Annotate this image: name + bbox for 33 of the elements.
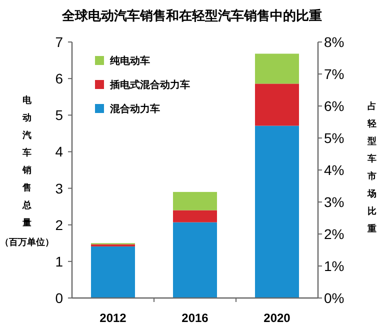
y-tick-label: 7 xyxy=(55,34,64,50)
y2-tick-label: 6% xyxy=(324,98,344,114)
x-tick-label: 2016 xyxy=(182,311,209,325)
x-tick-label: 2020 xyxy=(264,311,291,325)
y2-tick-label: 4% xyxy=(324,162,344,178)
bar xyxy=(173,222,217,298)
bar xyxy=(173,192,217,210)
y2-tick-label: 7% xyxy=(324,66,344,82)
legend-label: 纯电动车 xyxy=(109,55,150,67)
y-tick-label: 3 xyxy=(55,180,64,196)
y2-tick-label: 5% xyxy=(324,130,344,146)
legend-label: 插电式混合动力车 xyxy=(109,79,190,91)
y2-axis-title: 占轻型车市场比重 xyxy=(366,101,376,234)
bar xyxy=(173,210,217,222)
y-tick-label: 4 xyxy=(55,144,64,160)
text: 电动汽车销售总量（百万单位） xyxy=(0,95,54,247)
y-tick-label: 0 xyxy=(55,290,64,306)
y2-tick-label: 1% xyxy=(324,258,344,274)
y-tick-label: 2 xyxy=(55,216,64,233)
y2-tick-label: 8% xyxy=(324,34,344,50)
bar xyxy=(91,246,135,298)
y-tick-label: 6 xyxy=(55,70,64,87)
legend-label: 混合动力车 xyxy=(109,103,160,115)
y2-tick-label: 2% xyxy=(324,226,344,242)
x-tick-label: 2012 xyxy=(100,311,127,325)
y-tick-label: 5 xyxy=(55,107,64,124)
bar xyxy=(255,54,299,84)
bar xyxy=(255,84,299,126)
y2-tick-label: 0% xyxy=(324,290,344,306)
y-tick-label: 1 xyxy=(55,253,64,270)
bar xyxy=(255,126,299,298)
y2-tick-label: 3% xyxy=(324,194,344,210)
chart-title: 全球电动汽车销售和在轻型汽车销售中的比重 xyxy=(61,8,322,23)
